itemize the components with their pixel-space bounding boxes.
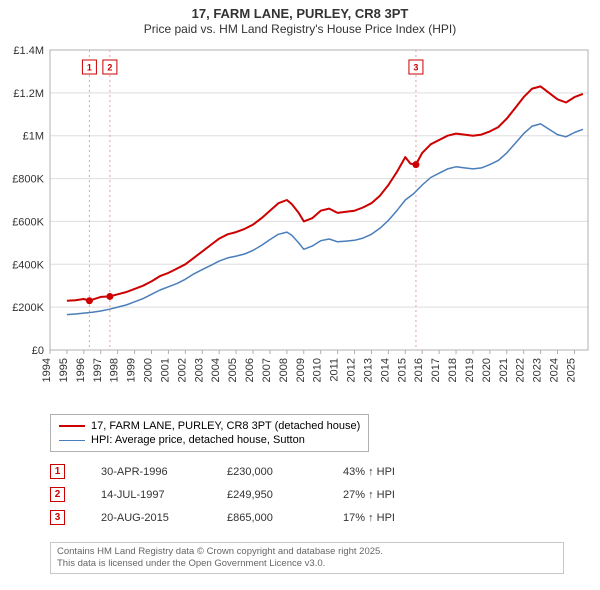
svg-text:2015: 2015: [396, 358, 408, 382]
svg-text:2007: 2007: [261, 358, 273, 382]
svg-text:2017: 2017: [430, 358, 442, 382]
sale-pct: 17% ↑ HPI: [343, 512, 423, 524]
svg-text:2019: 2019: [464, 358, 476, 382]
title-line2: Price paid vs. HM Land Registry's House …: [0, 22, 600, 37]
svg-text:£1M: £1M: [23, 131, 44, 143]
footer-line1: Contains HM Land Registry data © Crown c…: [57, 546, 557, 558]
legend-swatch: [59, 440, 85, 441]
svg-text:2023: 2023: [532, 358, 544, 382]
svg-text:2012: 2012: [346, 358, 358, 382]
svg-text:2025: 2025: [565, 358, 577, 382]
sale-price: £865,000: [227, 512, 307, 524]
svg-text:2020: 2020: [481, 358, 493, 382]
chart-svg: £0 £200K £400K £600K £800K £1M £1.2M £1.4M 1994 1…: [0, 44, 600, 404]
chart-title: 17, FARM LANE, PURLEY, CR8 3PT Price pai…: [0, 0, 600, 37]
svg-text:2004: 2004: [210, 358, 222, 382]
svg-text:2014: 2014: [379, 358, 391, 382]
svg-text:2013: 2013: [362, 358, 374, 382]
svg-text:2005: 2005: [227, 358, 239, 382]
svg-text:1: 1: [87, 63, 92, 73]
svg-text:£800K: £800K: [12, 174, 44, 186]
svg-text:2001: 2001: [159, 358, 171, 382]
title-line1: 17, FARM LANE, PURLEY, CR8 3PT: [0, 6, 600, 22]
svg-text:1994: 1994: [41, 358, 53, 382]
sale-pct: 27% ↑ HPI: [343, 489, 423, 501]
legend-label: 17, FARM LANE, PURLEY, CR8 3PT (detached…: [91, 420, 360, 432]
svg-text:2010: 2010: [312, 358, 324, 382]
legend-item: HPI: Average price, detached house, Sutt…: [59, 433, 360, 447]
sale-marker: 3: [50, 510, 65, 525]
svg-text:2016: 2016: [413, 358, 425, 382]
legend-swatch: [59, 425, 85, 427]
attribution: Contains HM Land Registry data © Crown c…: [50, 542, 564, 574]
sale-row: 2 14-JUL-1997 £249,950 27% ↑ HPI: [50, 483, 423, 506]
svg-text:2003: 2003: [193, 358, 205, 382]
svg-text:£200K: £200K: [12, 302, 44, 314]
svg-text:2018: 2018: [447, 358, 459, 382]
svg-text:2011: 2011: [329, 358, 341, 382]
svg-text:2002: 2002: [176, 358, 188, 382]
sale-date: 30-APR-1996: [101, 466, 191, 478]
svg-text:2006: 2006: [244, 358, 256, 382]
sales-table: 1 30-APR-1996 £230,000 43% ↑ HPI 2 14-JUL-199…: [50, 460, 423, 529]
footer-line2: This data is licensed under the Open Gov…: [57, 558, 557, 570]
svg-text:2000: 2000: [143, 358, 155, 382]
svg-text:3: 3: [413, 63, 418, 73]
sale-row: 1 30-APR-1996 £230,000 43% ↑ HPI: [50, 460, 423, 483]
sale-marker: 2: [50, 487, 65, 502]
svg-text:£600K: £600K: [12, 216, 44, 228]
legend-item: 17, FARM LANE, PURLEY, CR8 3PT (detached…: [59, 419, 360, 433]
svg-text:1996: 1996: [75, 358, 87, 382]
legend-label: HPI: Average price, detached house, Sutt…: [91, 434, 305, 446]
svg-text:1997: 1997: [92, 358, 104, 382]
sale-marker: 1: [50, 464, 65, 479]
sale-date: 20-AUG-2015: [101, 512, 191, 524]
svg-text:£1.2M: £1.2M: [13, 88, 44, 100]
sale-row: 3 20-AUG-2015 £865,000 17% ↑ HPI: [50, 506, 423, 529]
svg-text:£0: £0: [32, 345, 44, 357]
svg-text:1995: 1995: [58, 358, 70, 382]
svg-text:1998: 1998: [109, 358, 121, 382]
svg-text:1999: 1999: [126, 358, 138, 382]
sale-pct: 43% ↑ HPI: [343, 466, 423, 478]
svg-text:£400K: £400K: [12, 259, 44, 271]
svg-text:2: 2: [107, 63, 112, 73]
svg-text:2022: 2022: [515, 358, 527, 382]
svg-text:2009: 2009: [295, 358, 307, 382]
sale-price: £249,950: [227, 489, 307, 501]
chart-area: £0 £200K £400K £600K £800K £1M £1.2M £1.4M 1994 1…: [0, 44, 600, 404]
svg-text:2008: 2008: [278, 358, 290, 382]
legend: 17, FARM LANE, PURLEY, CR8 3PT (detached…: [50, 414, 369, 452]
svg-text:2024: 2024: [549, 358, 561, 382]
svg-text:2021: 2021: [498, 358, 510, 382]
svg-text:£1.4M: £1.4M: [13, 45, 44, 57]
sale-price: £230,000: [227, 466, 307, 478]
sale-date: 14-JUL-1997: [101, 489, 191, 501]
